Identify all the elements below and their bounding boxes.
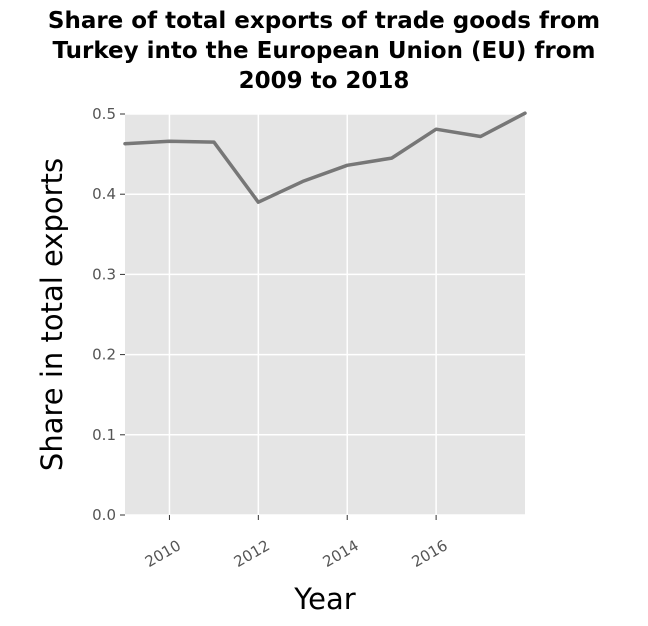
x-tick-label: 2014	[320, 536, 362, 571]
chart-title-line-2: Turkey into the European Union (EU) from	[52, 38, 596, 64]
y-tick-label: 0.3	[92, 265, 116, 283]
series-line	[123, 111, 527, 204]
y-tick-label: 0.1	[92, 426, 116, 444]
x-tick-label: 2010	[142, 536, 184, 571]
plot-panel	[125, 114, 525, 515]
x-tick-label: 2016	[409, 536, 451, 571]
chart-title-line-1: Share of total exports of trade goods fr…	[47, 8, 601, 34]
chart-title-line-3: 2009 to 2018	[238, 68, 410, 94]
x-axis-label: Year	[293, 582, 355, 616]
series-layer	[123, 111, 527, 204]
x-tick-label: 2012	[231, 536, 273, 571]
y-axis-label: Share in total exports	[35, 158, 69, 471]
chart-title: Share of total exports of trade goods fr…	[0, 6, 648, 96]
y-tick-label: 0.0	[92, 506, 116, 524]
grid-lines	[125, 113, 525, 516]
y-tick-label: 0.5	[92, 105, 116, 123]
y-tick-label: 0.2	[92, 346, 116, 364]
y-tick-label: 0.4	[92, 185, 116, 203]
